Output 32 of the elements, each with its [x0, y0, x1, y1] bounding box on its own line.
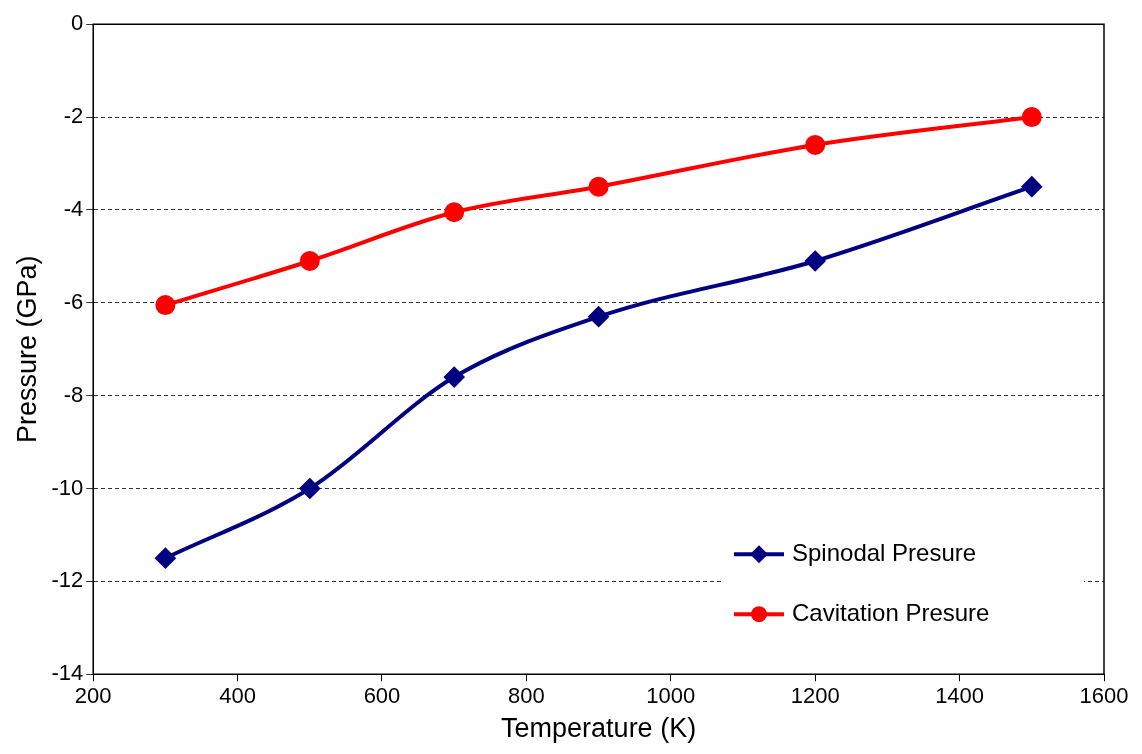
point — [805, 134, 826, 155]
x-tick-label: 800 — [508, 683, 545, 709]
x-tick-label: 400 — [219, 683, 256, 709]
x-tick-label: 1000 — [646, 683, 696, 709]
point — [444, 367, 465, 388]
y-tick-label: -12 — [51, 567, 84, 593]
y-tick-label: -14 — [51, 660, 84, 686]
legend-label: Spinodal Presure — [792, 538, 977, 566]
x-tick-label: 600 — [363, 683, 401, 709]
x-axis-title: Temperature (K) — [501, 713, 697, 744]
y-tick-label: -2 — [63, 103, 84, 129]
x-tick-label: 1200 — [790, 683, 840, 709]
point — [299, 250, 320, 271]
point — [588, 176, 609, 197]
point — [299, 478, 320, 499]
point — [1021, 107, 1042, 128]
y-tick-label: -8 — [63, 381, 84, 407]
point — [444, 202, 465, 223]
point — [155, 295, 176, 316]
legend-label: Cavitation Presure — [792, 598, 990, 626]
y-tick-label: 0 — [70, 10, 84, 36]
point — [155, 548, 176, 569]
x-tick-label: 200 — [74, 683, 112, 709]
point — [1021, 176, 1042, 197]
point — [805, 250, 826, 271]
x-tick-label: 1600 — [1079, 683, 1129, 709]
y-tick-label: -4 — [63, 195, 84, 221]
y-tick-label: -10 — [51, 474, 84, 500]
y-axis-title: Pressure (GPa) — [11, 255, 42, 443]
y-tick-label: -6 — [63, 288, 84, 314]
point — [588, 306, 609, 327]
x-tick-label: 1400 — [935, 683, 985, 709]
